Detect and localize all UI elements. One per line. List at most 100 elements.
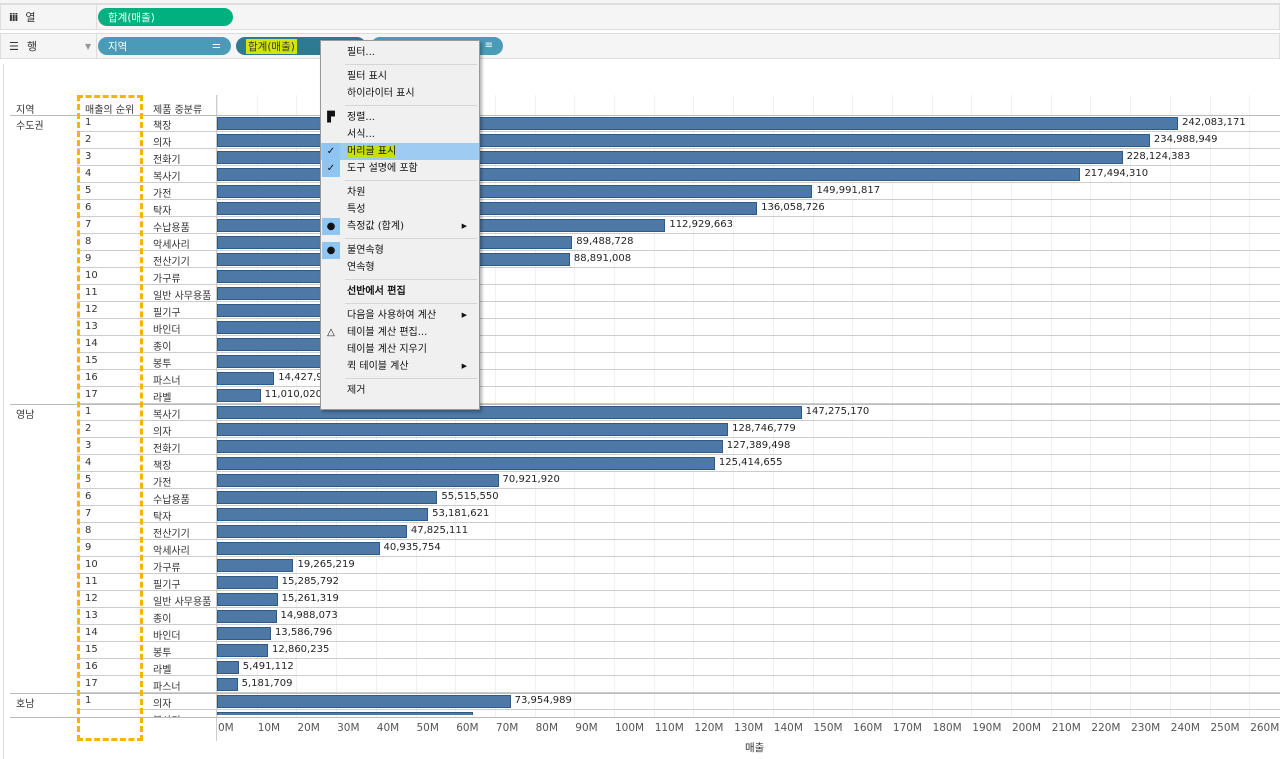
bar[interactable] [217,423,729,436]
bar[interactable] [217,321,322,334]
gridline [971,95,973,717]
gridline [1090,95,1092,717]
menu-item-label: 필터 표시 [347,71,387,82]
region-label: 수도권 [16,121,44,132]
table-row [77,523,1280,540]
gridline [1050,95,1052,717]
bar[interactable] [217,712,474,715]
subcategory-cell: 탁자 [153,512,172,523]
x-tick-label: 50M [416,722,439,734]
menu-item[interactable]: 테이블 계산 지우기 [321,341,479,358]
bar[interactable] [217,338,322,351]
menu-item[interactable]: 서식... [321,126,479,143]
bar[interactable] [217,406,802,419]
menu-item-label: 정렬... [347,112,375,123]
subcategory-cell: 라벨 [153,665,172,676]
submenu-arrow-icon: ▶ [461,362,467,370]
bar[interactable] [217,508,429,521]
menu-item[interactable]: 다음을 사용하여 계산 ▶ [321,307,479,324]
menu-item-label: 필터... [347,47,375,58]
subcategory-cell: 의자 [153,138,172,149]
bar[interactable] [217,542,380,555]
bar-value-label: 15,261,319 [281,593,339,604]
bar[interactable] [217,593,278,606]
menu-item[interactable]: ● 불연속형 [321,242,479,259]
menu-item-label: 차원 [347,187,366,198]
menu-item[interactable]: ▛ 정렬... [321,109,479,126]
table-row [77,115,1280,132]
bar[interactable] [217,474,499,487]
menu-item[interactable]: 연속형 [321,259,479,276]
menu-item[interactable]: △ 테이블 계산 편집... [321,324,479,341]
bar-value-label: 5,181,709 [241,678,293,689]
bar-value-label: 73,954,989 [514,695,572,706]
menu-item[interactable]: 하이라이터 표시 [321,85,479,102]
bar[interactable] [217,270,322,283]
bar-value-label: 15,285,792 [281,576,339,587]
bar[interactable] [217,304,322,317]
menu-item[interactable]: 필터 표시 [321,68,479,85]
menu-item[interactable]: 제거 [321,382,479,399]
subcategory-cell: 수납용품 [153,223,190,234]
rank-cell: 2 [85,423,92,434]
table-row [77,268,1280,285]
subcategory-cell: 가전 [153,189,172,200]
rows-shelf[interactable]: ☰ 행 ▼ 지역 ⚌ 합계(매출) ≡ [0,33,1280,59]
menu-item[interactable]: 선반에서 편집 [321,283,479,300]
subcategory-cell: 파스너 [153,376,181,387]
bar[interactable] [217,389,261,402]
bar[interactable] [217,355,322,368]
chevron-down-icon[interactable]: ▼ [85,41,92,51]
bar[interactable] [217,372,275,385]
menu-separator [345,279,477,280]
table-row [77,421,1280,438]
menu-item[interactable]: 차원 [321,184,479,201]
bar-value-label: 136,058,726 [761,202,825,213]
x-tick-label: 250M [1210,722,1240,734]
bar[interactable] [217,202,758,215]
bar[interactable] [217,576,278,589]
x-tick-label: 140M [773,722,803,734]
bar[interactable] [217,695,511,708]
bar[interactable] [217,559,294,572]
menu-item[interactable]: 특성 [321,201,479,218]
bar-value-label: 242,083,171 [1182,117,1246,128]
view-panel [3,64,1280,759]
x-tick-label: 220M [1091,722,1121,734]
bar[interactable] [217,287,322,300]
bar[interactable] [217,644,269,657]
bar[interactable] [217,491,438,504]
columns-shelf[interactable]: iii 열 합계(매출) [0,4,1280,30]
bar-value-label: 112,929,663 [669,219,733,230]
table-row [77,506,1280,523]
pill-sum-sales-columns[interactable]: 합계(매출) [98,8,233,26]
bar[interactable] [217,525,407,538]
x-tick-label: 90M [575,722,598,734]
bar[interactable] [217,440,723,453]
rank-cell: 16 [85,661,98,672]
bar[interactable] [217,627,271,640]
bar[interactable] [217,661,239,674]
rank-cell: 17 [85,678,98,689]
pill-region[interactable]: 지역 ⚌ [98,37,231,55]
rank-cell: 8 [85,236,92,247]
top-toolbar-strip [0,0,1280,4]
table-row [77,302,1280,319]
menu-item[interactable]: ✓ 머리글 표시 [321,143,479,160]
bar[interactable] [217,678,238,691]
menu-item[interactable]: 퀵 테이블 계산 ▶ [321,358,479,375]
menu-item[interactable]: 필터... [321,44,479,61]
bar-value-label: 47,825,111 [410,525,469,536]
axis-line [10,717,1280,718]
bar[interactable] [217,610,277,623]
rank-cell: 13 [85,610,98,621]
menu-item[interactable]: ● 측정값 (합계) ▶ [321,218,479,235]
table-row [77,625,1280,642]
rank-cell: 7 [85,219,92,230]
bar-value-label: 149,991,817 [816,185,881,196]
menu-item[interactable]: ✓ 도구 설명에 포함 [321,160,479,177]
bar[interactable] [217,457,715,470]
bar[interactable] [217,185,813,198]
axis-divider [216,95,217,741]
